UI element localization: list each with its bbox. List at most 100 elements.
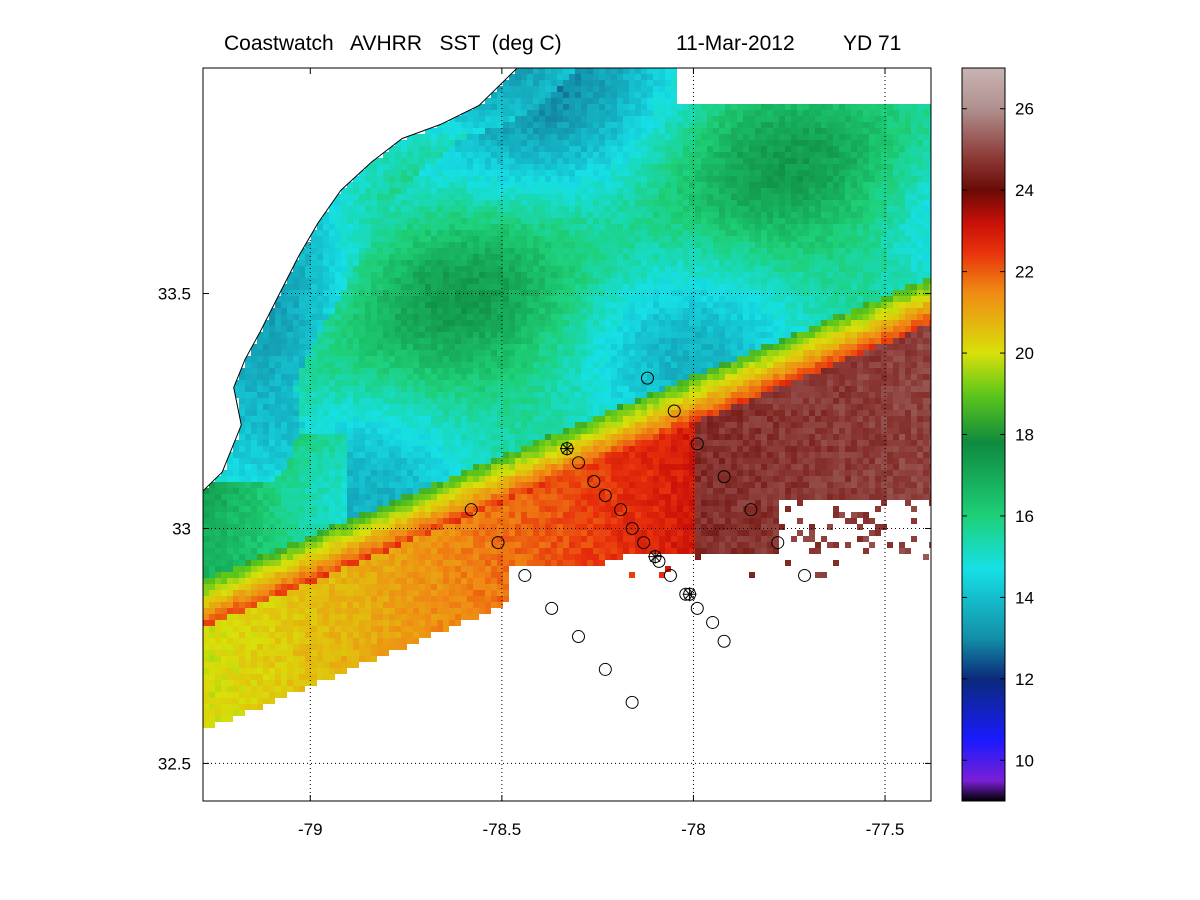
sst-cell bbox=[839, 194, 845, 200]
sst-cell bbox=[767, 254, 773, 260]
sst-cell bbox=[623, 314, 629, 320]
sst-cell bbox=[659, 134, 665, 140]
sst-cell bbox=[509, 248, 515, 254]
sst-cell bbox=[509, 374, 515, 380]
sst-cell bbox=[761, 164, 767, 170]
sst-cell bbox=[725, 152, 731, 158]
sst-cell bbox=[707, 362, 713, 368]
sst-cell bbox=[929, 374, 931, 380]
sst-cell bbox=[629, 332, 635, 338]
sst-cell bbox=[611, 182, 617, 188]
sst-cell bbox=[791, 158, 797, 164]
sst-cell bbox=[599, 110, 605, 116]
sst-cell bbox=[833, 146, 839, 152]
sst-cell bbox=[629, 314, 635, 320]
sst-cell bbox=[293, 320, 299, 326]
sst-cell bbox=[617, 218, 623, 224]
sst-cell bbox=[497, 218, 503, 224]
sst-cell bbox=[629, 320, 635, 326]
sst-cell bbox=[413, 308, 419, 314]
sst-cell bbox=[647, 230, 653, 236]
sst-cell bbox=[851, 290, 857, 296]
sst-cell bbox=[785, 344, 791, 350]
sst-cell bbox=[347, 368, 353, 374]
sst-cell bbox=[461, 338, 467, 344]
sst-cell bbox=[545, 248, 551, 254]
sst-cell bbox=[629, 134, 635, 140]
sst-cell bbox=[611, 80, 617, 86]
sst-cell bbox=[893, 248, 899, 254]
sst-cell bbox=[485, 146, 491, 152]
sst-cell bbox=[803, 380, 809, 386]
sst-cell bbox=[293, 338, 299, 344]
sst-cell bbox=[365, 314, 371, 320]
sst-cell bbox=[785, 284, 791, 290]
sst-cell bbox=[371, 194, 377, 200]
sst-cell bbox=[803, 278, 809, 284]
sst-cell bbox=[755, 224, 761, 230]
sst-cell bbox=[467, 200, 473, 206]
sst-cell bbox=[665, 122, 671, 128]
sst-cell bbox=[743, 314, 749, 320]
sst-cell bbox=[827, 332, 833, 338]
sst-cell bbox=[293, 302, 299, 308]
sst-cell bbox=[857, 380, 863, 386]
sst-cell bbox=[407, 146, 413, 152]
sst-cell bbox=[419, 200, 425, 206]
sst-cell bbox=[563, 92, 569, 98]
sst-cell bbox=[575, 104, 581, 110]
sst-cell bbox=[671, 74, 677, 80]
sst-cell bbox=[467, 302, 473, 308]
sst-cell bbox=[869, 206, 875, 212]
sst-cell bbox=[851, 332, 857, 338]
sst-cell bbox=[893, 296, 899, 302]
sst-cell bbox=[569, 236, 575, 242]
sst-cell bbox=[371, 332, 377, 338]
sst-cell bbox=[809, 128, 815, 134]
sst-cell bbox=[473, 362, 479, 368]
sst-cell bbox=[353, 254, 359, 260]
sst-cell bbox=[917, 302, 923, 308]
sst-cell bbox=[857, 140, 863, 146]
sst-cell bbox=[347, 254, 353, 260]
sst-cell bbox=[533, 206, 539, 212]
sst-cell bbox=[635, 194, 641, 200]
sst-cell bbox=[569, 98, 575, 104]
sst-cell bbox=[701, 374, 707, 380]
sst-cell bbox=[647, 242, 653, 248]
sst-cell bbox=[665, 326, 671, 332]
sst-cell bbox=[605, 374, 611, 380]
sst-cell bbox=[467, 278, 473, 284]
sst-cell bbox=[485, 236, 491, 242]
sst-cell bbox=[365, 296, 371, 302]
sst-cell bbox=[401, 272, 407, 278]
sst-cell bbox=[719, 164, 725, 170]
sst-cell bbox=[665, 212, 671, 218]
sst-cell bbox=[773, 146, 779, 152]
sst-cell bbox=[713, 200, 719, 206]
sst-cell bbox=[485, 158, 491, 164]
sst-cell bbox=[647, 368, 653, 374]
sst-cell bbox=[677, 146, 683, 152]
sst-cell bbox=[569, 200, 575, 206]
sst-cell bbox=[677, 188, 683, 194]
sst-cell bbox=[485, 284, 491, 290]
sst-cell bbox=[557, 116, 563, 122]
sst-cell bbox=[431, 158, 437, 164]
sst-cell bbox=[557, 188, 563, 194]
sst-cell bbox=[731, 374, 737, 380]
sst-cell bbox=[785, 266, 791, 272]
sst-cell bbox=[713, 368, 719, 374]
sst-cell bbox=[569, 206, 575, 212]
sst-cell bbox=[509, 146, 515, 152]
sst-cell bbox=[521, 314, 527, 320]
sst-cell bbox=[845, 224, 851, 230]
sst-cell bbox=[563, 356, 569, 362]
sst-cell bbox=[329, 206, 335, 212]
sst-cell bbox=[851, 314, 857, 320]
sst-cell bbox=[437, 308, 443, 314]
sst-cell bbox=[299, 266, 305, 272]
sst-cell bbox=[713, 176, 719, 182]
sst-cell bbox=[905, 242, 911, 248]
